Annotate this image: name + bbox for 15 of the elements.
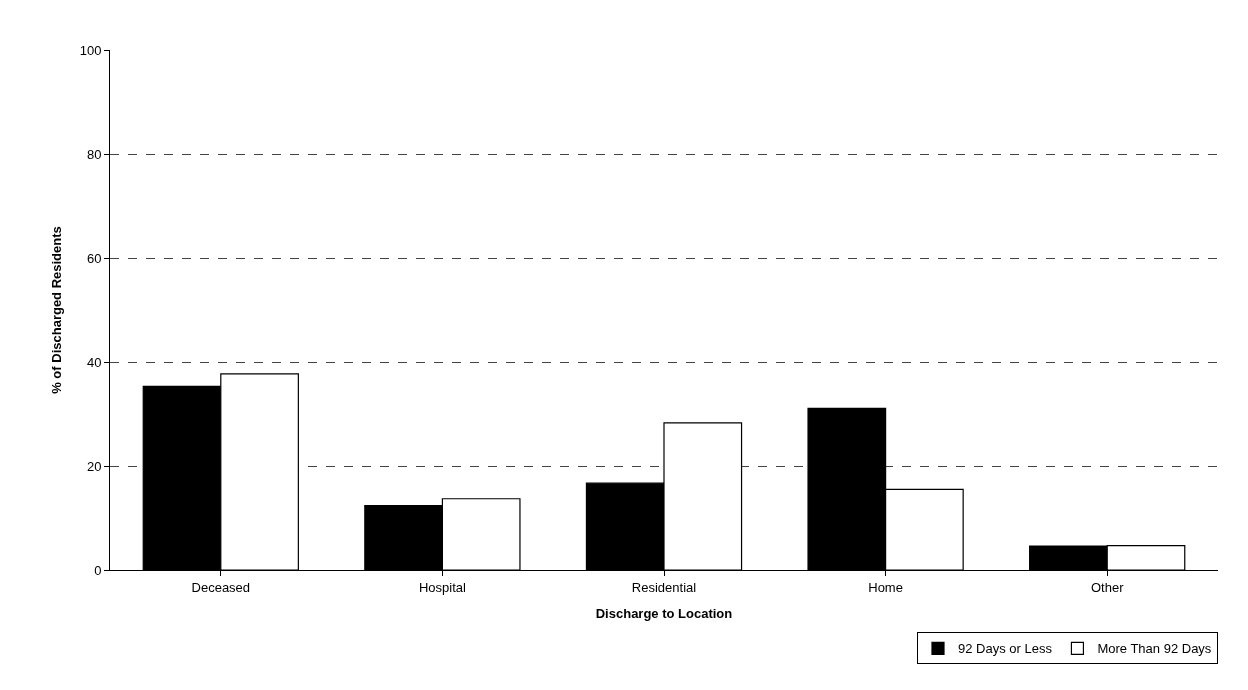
x-tick-label: Deceased xyxy=(191,579,251,595)
y-tick-label: 80 xyxy=(86,146,102,162)
x-tick-label: Home xyxy=(868,579,903,595)
x-tick-label: Other xyxy=(1090,579,1125,595)
x-tick-label: Residential xyxy=(631,579,697,595)
y-tick-label: 60 xyxy=(86,250,102,266)
y-tick-label: 40 xyxy=(86,354,102,370)
x-tick-label: Hospital xyxy=(418,579,466,595)
legend-label: More Than 92 Days xyxy=(1097,641,1212,657)
y-tick-label: 20 xyxy=(86,458,102,474)
y-tick-label: 100 xyxy=(79,42,102,58)
y-axis-title: % of Discharged Residents xyxy=(48,226,64,394)
y-tick-label: 0 xyxy=(94,562,102,578)
legend-label: 92 Days or Less xyxy=(958,641,1053,657)
x-axis-title: Discharge to Location xyxy=(595,606,733,622)
